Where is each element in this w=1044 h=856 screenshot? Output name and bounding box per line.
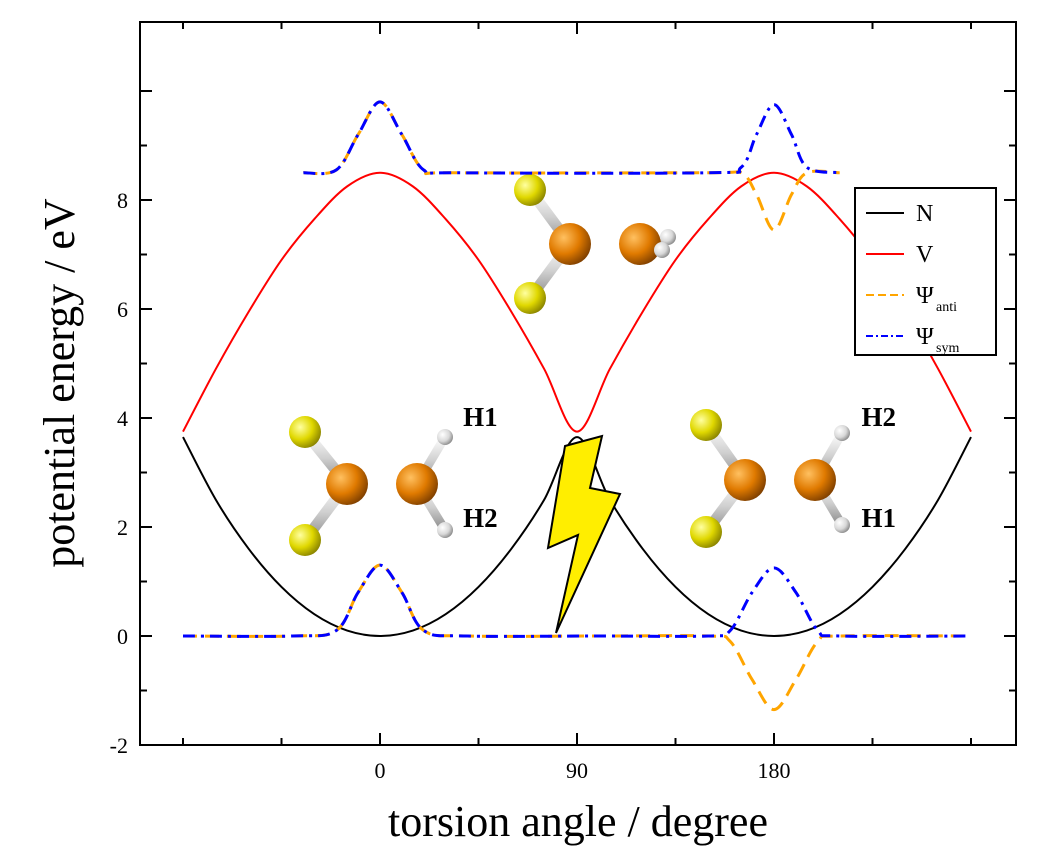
molecule-planar-right [690, 409, 850, 548]
series-layer [182, 100, 972, 712]
y-tick-label: -2 [110, 733, 128, 758]
x-tick-label: 0 [375, 758, 386, 783]
plot-frame [139, 21, 1017, 746]
x-tick-label: 180 [758, 758, 791, 783]
molecule-planar-left [289, 416, 453, 556]
y-tick-label: 8 [117, 188, 128, 213]
axis-ticks [140, 22, 1016, 746]
molecule-label: H1 [862, 503, 897, 533]
legend-box [854, 187, 997, 356]
series-line-N [182, 436, 972, 638]
molecule-label: H2 [463, 503, 498, 533]
molecule-label: H2 [862, 402, 897, 432]
legend-subscript: sym [936, 341, 959, 356]
molecule-labels: H1 H2 H2 H1 [463, 402, 896, 533]
legend-label: N [916, 201, 933, 227]
y-tick-label: 4 [117, 406, 128, 431]
series-line-V [182, 171, 972, 433]
x-axis-title: torsion angle / degree [388, 797, 768, 846]
legend-label: V [916, 242, 934, 268]
series-line-Ψsym [182, 563, 972, 638]
legend-label: Ψ [916, 283, 934, 309]
tick-labels: 0 90 180 -2 0 2 4 6 8 [110, 188, 791, 783]
legend-subscript: anti [936, 300, 957, 315]
molecule-twisted-center [514, 174, 676, 314]
molecule-label: H1 [463, 402, 498, 432]
lightning-icon [546, 434, 622, 634]
y-tick-label: 2 [117, 515, 128, 540]
y-tick-label: 0 [117, 624, 128, 649]
x-tick-label: 90 [566, 758, 588, 783]
y-tick-label: 6 [117, 297, 128, 322]
series-line-Ψsym [303, 100, 840, 176]
legend-label: Ψ [916, 324, 934, 350]
y-axis-title: potential energy / eV [35, 198, 84, 568]
